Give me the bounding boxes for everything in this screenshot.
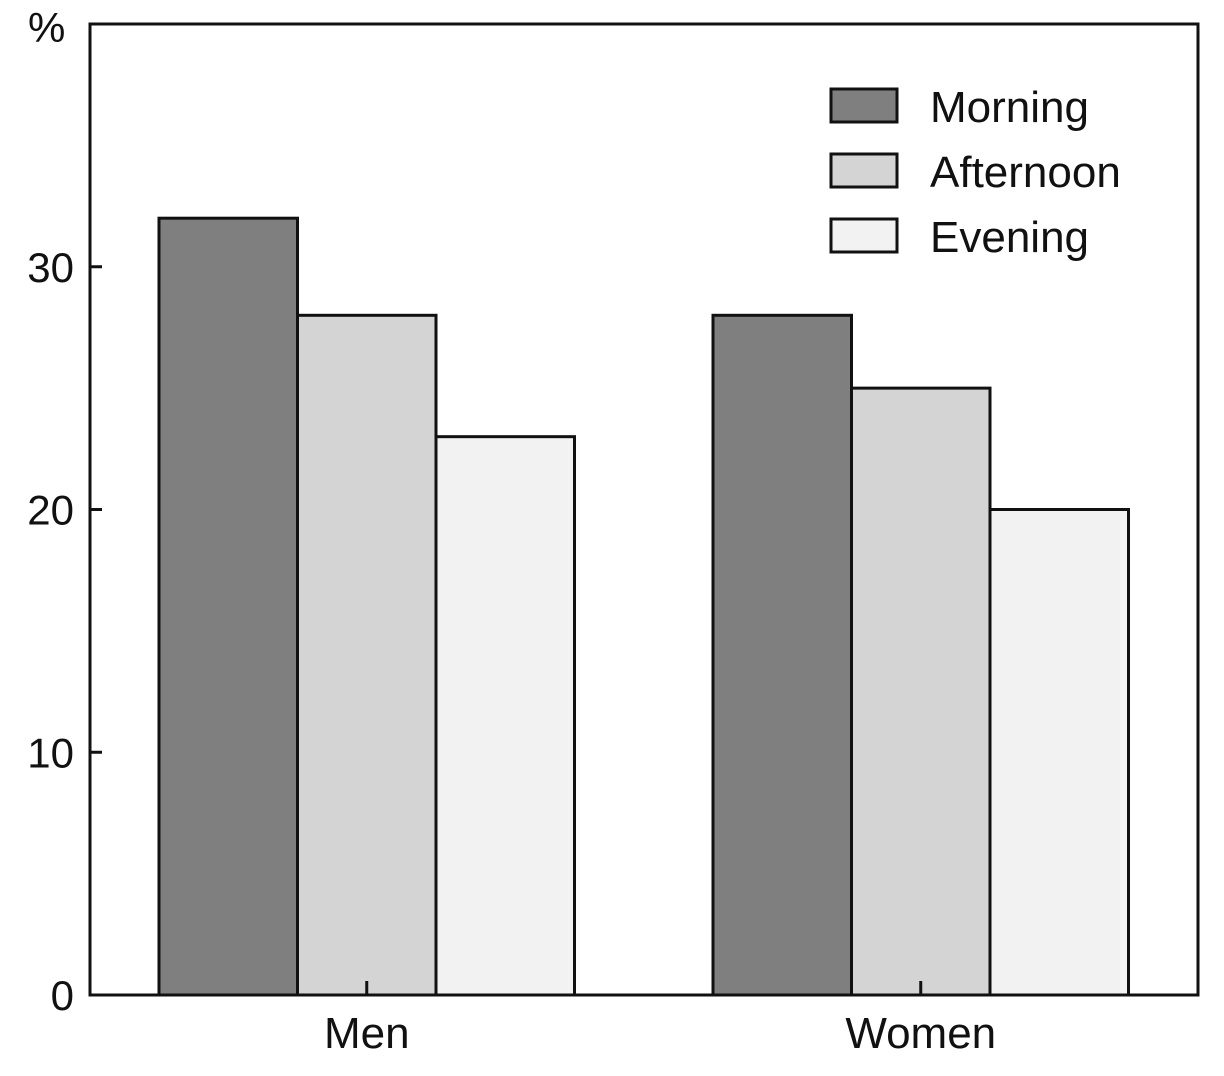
y-tick-label: 30 [27,244,74,291]
legend-swatch-afternoon [829,152,899,189]
x-category-label: Women [845,1009,996,1058]
x-axis-labels: Men Women [324,981,996,1058]
legend: Morning Afternoon Evening [829,83,1121,262]
bar-evening-men [434,435,576,997]
bars [157,216,1130,997]
legend-label-morning: Morning [930,83,1089,132]
bar-evening-women [988,508,1130,997]
bar-morning-women [711,313,853,997]
bar-afternoon-men [296,313,438,997]
y-tick-label: 0 [51,972,74,1019]
legend-label-evening: Evening [930,213,1089,262]
y-tick-label: 10 [27,729,74,776]
y-axis-ticks: 0 10 20 30 [27,244,102,1019]
y-axis-unit-label: % [28,4,65,51]
bar-morning-men [157,216,299,997]
legend-swatch-morning [829,87,899,124]
legend-label-afternoon: Afternoon [930,148,1121,197]
y-tick-label: 20 [27,487,74,534]
legend-swatch-evening [829,217,899,254]
x-category-label: Men [324,1009,410,1058]
bar-afternoon-women [850,386,992,997]
